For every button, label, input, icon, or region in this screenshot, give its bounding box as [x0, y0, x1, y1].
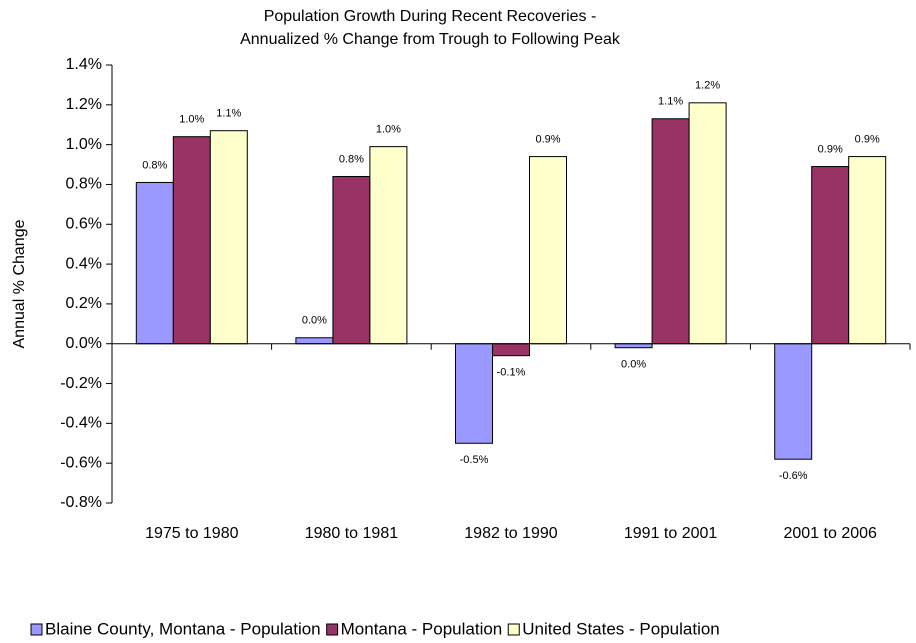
bar	[848, 156, 887, 345]
value-label: 1.0%	[179, 114, 204, 126]
value-label: 0.9%	[535, 133, 560, 145]
bar	[135, 181, 174, 345]
legend-swatch	[30, 623, 43, 636]
bar	[529, 156, 567, 345]
bar	[209, 130, 248, 345]
value-label: 0.8%	[339, 153, 364, 165]
y-tick-label: 1.0%	[66, 136, 102, 153]
bar	[172, 136, 211, 345]
y-tick-label: -0.4%	[60, 415, 102, 432]
x-tick-label: 1991 to 2001	[624, 525, 718, 542]
bar	[774, 343, 813, 460]
x-tick-label: 1982 to 1990	[464, 525, 558, 542]
y-tick-label: 0.6%	[66, 215, 102, 232]
y-tick-label: -0.8%	[60, 494, 102, 511]
bar	[688, 102, 727, 345]
value-label: -0.6%	[779, 470, 808, 482]
bar	[811, 166, 850, 345]
value-label: 1.1%	[216, 108, 241, 120]
x-tick-label: 1975 to 1980	[145, 525, 239, 542]
y-tick-label: 1.2%	[66, 96, 102, 113]
y-tick-label: 1.4%	[66, 56, 102, 73]
y-tick-label: 0.4%	[66, 255, 102, 272]
value-label: -0.1%	[497, 367, 526, 379]
legend-swatch	[326, 623, 339, 636]
legend-swatch	[507, 623, 520, 636]
bar	[455, 343, 493, 444]
value-label: 1.0%	[376, 124, 401, 136]
legend-label: Montana - Population	[341, 619, 503, 638]
value-label: 0.0%	[621, 359, 646, 371]
x-tick-label: 2001 to 2006	[783, 525, 877, 542]
chart-title: Population Growth During Recent Recoveri…	[264, 8, 597, 25]
legend-label: Blaine County, Montana - Population	[45, 619, 321, 638]
y-tick-label: 0.0%	[66, 335, 102, 352]
bar	[614, 343, 653, 349]
bar	[332, 175, 371, 345]
value-label: 0.9%	[818, 143, 843, 155]
bar	[295, 337, 334, 345]
value-label: 0.8%	[142, 159, 167, 171]
y-tick-label: 0.2%	[66, 295, 102, 312]
y-tick-label: 0.8%	[66, 176, 102, 193]
x-tick-label: 1980 to 1981	[305, 525, 399, 542]
chart-title: Annualized % Change from Trough to Follo…	[240, 31, 621, 48]
value-label: 1.1%	[658, 96, 683, 108]
bar	[492, 343, 530, 357]
value-label: -0.5%	[460, 454, 489, 466]
value-label: 0.9%	[855, 133, 880, 145]
legend-label: United States - Population	[522, 619, 720, 638]
value-label: 1.2%	[695, 80, 720, 92]
value-label: 0.0%	[302, 315, 327, 327]
y-tick-label: -0.6%	[60, 454, 102, 471]
y-tick-label: -0.2%	[60, 375, 102, 392]
bar	[369, 146, 408, 345]
bar	[651, 118, 690, 345]
y-axis-label: Annual % Change	[11, 219, 28, 348]
